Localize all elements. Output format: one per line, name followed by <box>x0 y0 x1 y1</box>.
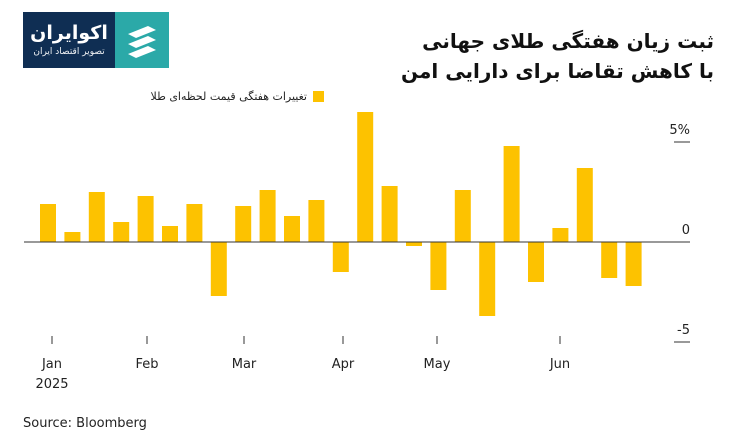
bar-15 <box>381 186 398 242</box>
logo-mark-icon <box>115 12 169 68</box>
bar-2 <box>64 232 81 242</box>
chart-title: ثبت زیان هفتگی طلای جهانی با کاهش تقاضا … <box>294 26 714 86</box>
bar-6 <box>162 226 178 242</box>
x-year-label: 2025 <box>35 377 68 392</box>
bar-1 <box>40 204 56 242</box>
bar-9 <box>235 206 252 242</box>
bar-12 <box>308 200 325 242</box>
legend-label: تغییرات هفتگی قیمت لحظه‌ای طلا <box>150 90 308 103</box>
bar-18 <box>454 190 471 242</box>
bar-13 <box>332 242 349 272</box>
bar-3 <box>88 192 105 242</box>
bar-10 <box>259 190 276 242</box>
logo-name: اکوایران <box>30 22 108 44</box>
y-tick-label-1: 5% <box>669 123 690 138</box>
bar-20 <box>503 146 520 242</box>
source-note: Source: Bloomberg <box>23 416 147 431</box>
x-tick-label-4: Apr <box>332 357 355 372</box>
x-tick-label-2: Feb <box>135 357 158 372</box>
bar-8 <box>210 242 227 296</box>
bar-7 <box>186 204 203 242</box>
bar-5 <box>137 196 154 242</box>
logo-tagline: تصویر اقتصاد ایران <box>33 47 105 57</box>
bar-21 <box>528 242 544 282</box>
bar-17 <box>430 242 447 290</box>
bar-4 <box>113 222 130 242</box>
bar-14 <box>357 112 374 242</box>
bar-16 <box>406 242 422 246</box>
y-tick-label-2: 0 <box>682 223 690 238</box>
chart-legend: تغییرات هفتگی قیمت لحظه‌ای طلا <box>150 90 324 103</box>
bar-23 <box>576 168 593 242</box>
y-tick-label-3: -5 <box>677 323 690 338</box>
logo-text-block: اکوایران تصویر اقتصاد ایران <box>23 12 115 68</box>
bar-11 <box>284 216 300 242</box>
legend-swatch <box>313 91 324 102</box>
bar-25 <box>625 242 642 286</box>
bar-19 <box>479 242 496 316</box>
x-tick-label-1: Jan <box>41 357 62 372</box>
chart-title-line-2: با کاهش تقاضا برای دارایی امن <box>401 59 714 83</box>
bar-22 <box>552 228 569 242</box>
brand-logo: اکوایران تصویر اقتصاد ایران <box>23 12 169 68</box>
x-tick-label-3: Mar <box>232 357 257 372</box>
x-tick-label-5: May <box>424 357 451 372</box>
chart-title-line-1: ثبت زیان هفتگی طلای جهانی <box>422 29 714 53</box>
bar-24 <box>601 242 618 278</box>
x-tick-label-6: Jun <box>549 357 570 372</box>
